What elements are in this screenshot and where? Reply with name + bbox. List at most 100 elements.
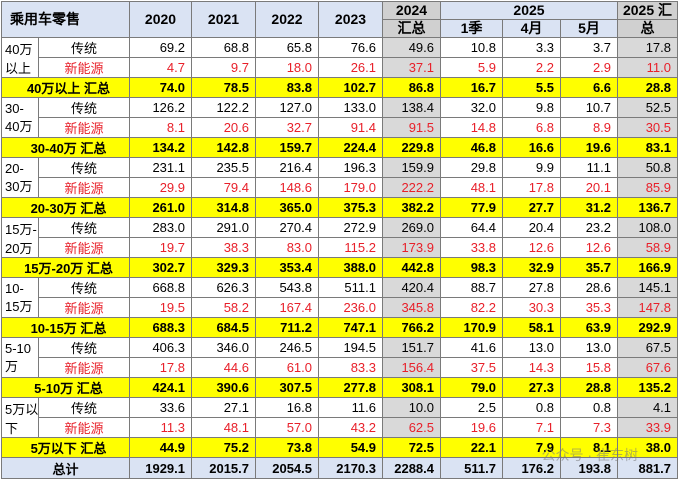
year-2024-header: 2024 <box>382 1 441 20</box>
value-cell: 3.3 <box>502 37 561 58</box>
value-cell: 173.9 <box>382 237 441 258</box>
table-row-subtotal: 5万以下 汇总 44.9 75.2 73.8 54.9 72.5 22.1 7.9 8.1 38.… <box>1 437 678 458</box>
value-cell: 246.5 <box>255 337 319 358</box>
price-segment-line-1: 5万以 <box>5 401 39 417</box>
month-q1-header: 1季 <box>440 19 503 38</box>
table-row-conventional: 5-10 万传统 406.3 346.0 246.5 194.5 151.7 41.6 13.0… <box>1 337 678 378</box>
value-cell: 420.4 <box>382 277 441 298</box>
grand-total-value-cell: 1929.1 <box>129 457 192 479</box>
value-cell: 18.0 <box>255 57 319 78</box>
subtotal-value-cell: 22.1 <box>440 437 503 458</box>
grand-total-value-cell: 511.7 <box>440 457 503 479</box>
value-cell: 27.1 <box>191 397 256 418</box>
table-row-subtotal: 15万-20万 汇总 302.7 329.3 353.4 388.0 442.8 98.3 3… <box>1 257 678 278</box>
powertrain-type-cell: 传统 <box>38 157 130 178</box>
value-cell: 151.7 <box>382 337 441 358</box>
value-cell: 33.8 <box>440 237 503 258</box>
value-cell: 28.6 <box>559 277 619 298</box>
value-cell: 138.4 <box>382 97 441 118</box>
value-cell: 17.8 <box>617 37 678 58</box>
table-row-conventional: 15万- 20万 传统 283.0 291.0 270.4 272.9 269.0 64.4 20… <box>1 217 678 258</box>
subtotal-value-cell: 142.8 <box>191 137 256 158</box>
value-cell: 30.5 <box>617 117 678 138</box>
value-cell: 17.8 <box>129 357 192 378</box>
value-cell: 85.9 <box>617 177 678 198</box>
subtotal-value-cell: 353.4 <box>255 257 319 278</box>
year-2023-header: 2023 <box>318 1 383 38</box>
value-cell: 44.6 <box>191 357 256 378</box>
powertrain-type-cell: 新能源 <box>38 297 130 318</box>
powertrain-type-cell: 新能源 <box>38 417 130 438</box>
value-cell: 33.6 <box>129 397 192 418</box>
value-cell: 10.0 <box>382 397 441 418</box>
value-cell: 37.5 <box>440 357 503 378</box>
month-may-header: 5月 <box>559 19 619 38</box>
table-row-new-energy: 新能源 4.7 9.7 18.0 26.1 37.1 5.9 2.2 2.9 11.0 <box>2 57 678 78</box>
table-row-subtotal: 20-30万 汇总 261.0 314.8 365.0 375.3 382.2 77.9 27… <box>1 197 678 218</box>
table-row-new-energy: 新能源 8.1 20.6 32.7 91.4 91.5 14.8 6.8 8.9 30.5 <box>2 117 678 138</box>
subtotal-value-cell: 35.7 <box>559 257 619 278</box>
value-cell: 67.5 <box>617 337 678 358</box>
subtotal-value-cell: 292.9 <box>617 317 678 338</box>
value-cell: 511.1 <box>318 277 383 298</box>
subtotal-value-cell: 277.8 <box>318 377 383 398</box>
header-row-1: 乘用车零售 2020 2021 2022 2023 2024 2025 2025… <box>1 1 678 38</box>
grand-total-value-cell: 2015.7 <box>191 457 256 479</box>
subtotal-value-cell: 302.7 <box>129 257 192 278</box>
price-segment-line-1: 30- <box>5 100 24 116</box>
value-cell: 37.1 <box>382 57 441 78</box>
subtotal-value-cell: 261.0 <box>129 197 192 218</box>
value-cell: 88.7 <box>440 277 503 298</box>
subtotal-value-cell: 159.7 <box>255 137 319 158</box>
table-row-new-energy: 新能源 29.9 79.4 148.6 179.0 222.2 48.1 17.8 20.1 85… <box>2 177 678 198</box>
grand-total-value-cell: 2170.3 <box>318 457 383 479</box>
value-cell: 148.6 <box>255 177 319 198</box>
subtotal-value-cell: 365.0 <box>255 197 319 218</box>
value-cell: 291.0 <box>191 217 256 238</box>
powertrain-type-cell: 传统 <box>38 277 130 298</box>
value-cell: 122.2 <box>191 97 256 118</box>
value-cell: 156.4 <box>382 357 441 378</box>
price-segment-cell: 5万以下 <box>1 397 39 438</box>
price-segment-cell: 30- 40万 <box>1 97 39 138</box>
value-cell: 16.8 <box>255 397 319 418</box>
value-cell: 147.8 <box>617 297 678 318</box>
value-cell: 126.2 <box>129 97 192 118</box>
value-cell: 27.8 <box>502 277 561 298</box>
value-cell: 58.2 <box>191 297 256 318</box>
value-cell: 346.0 <box>191 337 256 358</box>
subtotal-value-cell: 307.5 <box>255 377 319 398</box>
subtotal-value-cell: 747.1 <box>318 317 383 338</box>
value-cell: 13.0 <box>502 337 561 358</box>
value-cell: 82.2 <box>440 297 503 318</box>
value-cell: 345.8 <box>382 297 441 318</box>
value-cell: 8.1 <box>129 117 192 138</box>
value-cell: 283.0 <box>129 217 192 238</box>
subtotal-value-cell: 382.2 <box>382 197 441 218</box>
powertrain-type-cell: 新能源 <box>38 237 130 258</box>
value-cell: 0.8 <box>502 397 561 418</box>
value-cell: 11.3 <box>129 417 192 438</box>
price-segment-line-1: 20- <box>5 160 24 176</box>
subtotal-value-cell: 63.9 <box>559 317 619 338</box>
subtotal-label: 5-10万 汇总 <box>1 377 130 398</box>
value-cell: 9.8 <box>502 97 561 118</box>
subtotal-value-cell: 73.8 <box>255 437 319 458</box>
value-cell: 270.4 <box>255 217 319 238</box>
value-cell: 231.1 <box>129 157 192 178</box>
year-2025-sum-sub-header: 总 <box>617 19 678 38</box>
subtotal-value-cell: 224.4 <box>318 137 383 158</box>
value-cell: 10.7 <box>559 97 619 118</box>
table-row-subtotal: 30-40万 汇总 134.2 142.8 159.7 224.4 229.8 46.8 16… <box>1 137 678 158</box>
value-cell: 33.9 <box>617 417 678 438</box>
subtotal-value-cell: 46.8 <box>440 137 503 158</box>
value-cell: 14.8 <box>440 117 503 138</box>
powertrain-type-cell: 新能源 <box>38 57 130 78</box>
value-cell: 115.2 <box>318 237 383 258</box>
value-cell: 83.0 <box>255 237 319 258</box>
value-cell: 79.4 <box>191 177 256 198</box>
value-cell: 12.6 <box>559 237 619 258</box>
subtotal-value-cell: 7.9 <box>502 437 561 458</box>
value-cell: 2.9 <box>559 57 619 78</box>
